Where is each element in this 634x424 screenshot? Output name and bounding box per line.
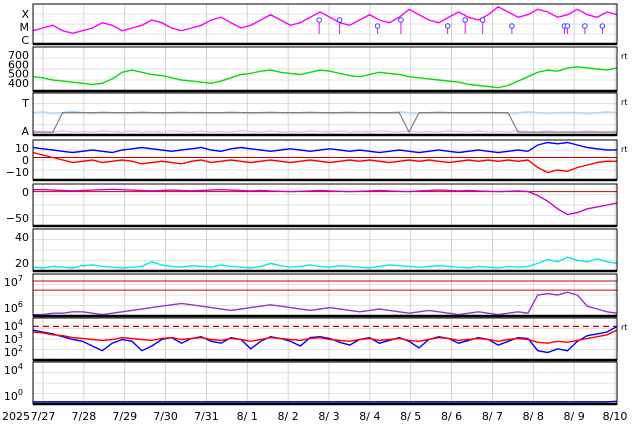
panel-bt: 0 −50 (6, 183, 618, 228)
x-tick-label: 7/30 (153, 410, 178, 423)
x-axis-year: 2025 (2, 410, 30, 423)
flare-marker (509, 23, 515, 29)
x-tick-label: 8/ 7 (482, 410, 503, 423)
y-tick-label: 100 (4, 388, 23, 403)
series-line-proton-1 (32, 329, 618, 344)
series-line-neutron-0 (33, 400, 618, 403)
flare-marker (599, 23, 606, 29)
flare-marker (316, 17, 322, 23)
y-tick-label: 0 (22, 186, 29, 199)
y-tick-label: 600 (8, 58, 29, 71)
series-line-xray-0 (32, 5, 618, 35)
series-line-electron-0 (33, 291, 618, 316)
y-tick-label: A (21, 125, 29, 138)
x-tick-label: 8/10 (603, 410, 628, 423)
x-tick-label: 7/29 (112, 410, 137, 423)
x-tick-label: 7/28 (72, 410, 97, 423)
x-tick-label: 8/ 6 (441, 410, 462, 423)
y-tick-label: C (21, 34, 29, 47)
y-tick-label: 104 (4, 362, 23, 377)
x-tick-label: 8/ 2 (278, 410, 299, 423)
flare-marker (462, 17, 468, 23)
x-tick-label: 8/ 1 (237, 410, 258, 423)
y-tick-label: 500 (8, 68, 29, 81)
flare-marker (374, 23, 381, 29)
x-tick-label: 7/31 (194, 410, 219, 423)
flare-marker (564, 23, 571, 29)
x-tick-label: 8/ 4 (359, 410, 380, 423)
panel-neutron: 104 100 (4, 361, 618, 406)
y-tick-label: −50 (6, 212, 29, 225)
x-tick-label: 8/ 5 (400, 410, 421, 423)
y-tick-label: 107 (4, 274, 23, 289)
right-marker-label: rt (621, 323, 627, 332)
series-line-temp-1 (32, 130, 618, 133)
series-line-temp-2 (33, 112, 617, 134)
y-tick-exponent: 2 (18, 344, 23, 353)
x-tick-label: 8/ 3 (318, 410, 339, 423)
panel-electron: 107 106 (4, 273, 618, 318)
series-line-bfield-0 (32, 141, 617, 154)
flare-marker (444, 23, 451, 29)
panel-xray: XMC (20, 3, 618, 47)
y-tick-label: 10 (15, 142, 29, 155)
y-tick-label: M (20, 21, 30, 34)
series-line-speed-0 (32, 66, 618, 89)
y-tick-exponent: 7 (18, 274, 23, 283)
y-tick-exponent: 4 (18, 362, 23, 371)
y-tick-exponent: 4 (18, 318, 23, 327)
y-tick-label: 106 (4, 300, 23, 315)
series-line-bt-0 (33, 188, 618, 216)
panel-bfield: 100−10 (6, 139, 618, 182)
y-tick-label: −10 (6, 166, 29, 179)
series-line-density-0 (32, 256, 618, 269)
series-line-proton-0 (32, 325, 618, 354)
flare-marker (398, 17, 404, 23)
y-tick-exponent: 3 (18, 331, 23, 340)
right-marker-label: rt (621, 52, 627, 61)
x-tick-label: 8/ 8 (523, 410, 544, 423)
y-tick-label: T (21, 97, 29, 110)
x-tick-label: 7/27 (31, 410, 56, 423)
series-line-bfield-1 (32, 151, 617, 174)
flare-marker (336, 17, 343, 23)
y-tick-label: 0 (22, 154, 29, 167)
flare-marker (582, 23, 588, 29)
y-tick-label: 102 (4, 344, 23, 359)
panel-density: 40 20 (15, 228, 618, 273)
y-tick-exponent: 6 (18, 300, 23, 309)
x-tick-label: 8/ 9 (564, 410, 585, 423)
y-tick-exponent: 0 (18, 388, 23, 397)
flare-marker (479, 17, 486, 23)
y-tick-label: 400 (8, 77, 29, 90)
y-tick-label: 700 (8, 49, 29, 62)
right-marker-label: rt (621, 98, 627, 107)
panel-temp: TA (21, 92, 618, 138)
y-tick-label: 20 (15, 257, 29, 270)
y-tick-label: X (21, 8, 29, 21)
right-marker-label: rt (621, 145, 627, 154)
y-tick-label: 40 (15, 231, 29, 244)
